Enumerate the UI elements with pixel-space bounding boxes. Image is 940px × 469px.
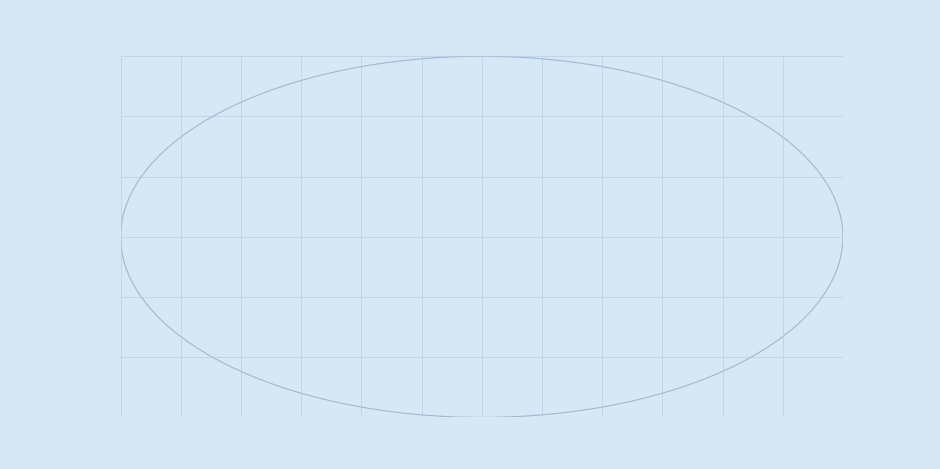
Ellipse shape [120, 56, 843, 417]
